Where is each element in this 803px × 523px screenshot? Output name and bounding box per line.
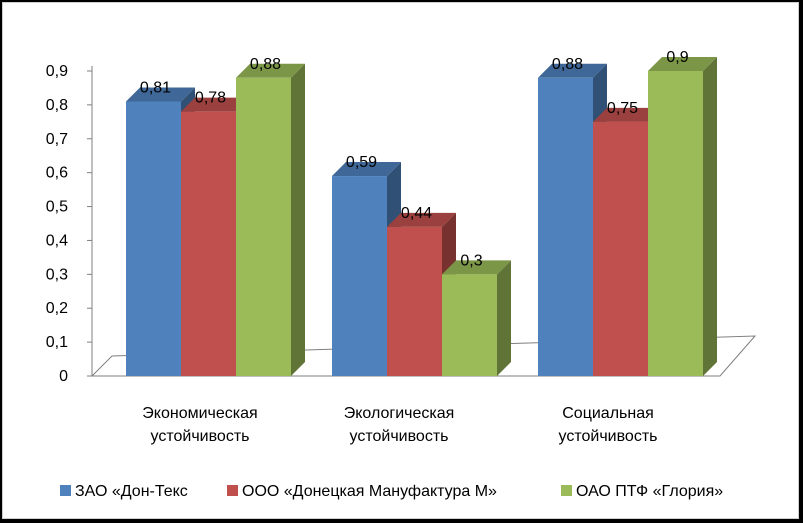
y-tick-label: 0 [59, 368, 68, 385]
bar-side [703, 57, 717, 376]
bar-front [126, 101, 181, 376]
data-label: 0,3 [460, 252, 482, 269]
data-label: 0,88 [552, 56, 583, 73]
bar-front [332, 176, 387, 376]
bar-front [236, 77, 291, 377]
legend-item: ОАО ПТФ «Глория» [561, 483, 723, 500]
y-tick-label: 0,9 [46, 63, 68, 80]
y-tick-label: 0,4 [46, 232, 68, 249]
y-tick-label: 0,2 [46, 300, 68, 317]
bar-top [593, 107, 662, 122]
data-label: 0,78 [195, 90, 226, 107]
bar-top [126, 87, 195, 102]
bar-front [181, 111, 236, 377]
bar-top [538, 63, 607, 78]
bar-top [442, 260, 511, 275]
category-label: Экологическая устойчивость [344, 405, 455, 445]
y-tick-label: 0,5 [46, 199, 68, 216]
legend-label: ОАО ПТФ «Глория» [576, 483, 723, 500]
chart-floor [90, 335, 757, 377]
legend-item: ООО «Донецкая Мануфактура М» [227, 483, 497, 500]
y-tick-label: 0,7 [46, 131, 68, 148]
bar-side [497, 260, 511, 376]
legend: ЗАО «Дон-Текс ООО «Донецкая Мануфактура М… [60, 483, 723, 500]
y-tick-label: 0,3 [46, 266, 68, 283]
bar-front [648, 71, 703, 376]
data-label: 0,88 [250, 56, 281, 73]
data-label: 0,9 [666, 49, 688, 66]
y-tick-label: 0,1 [46, 334, 68, 351]
floor-outline [90, 335, 757, 377]
bar-front [387, 226, 442, 376]
y-tick-label: 0,8 [46, 97, 68, 114]
legend-swatch [561, 485, 572, 496]
bars-group [126, 57, 717, 377]
bar-top [648, 57, 717, 71]
legend-label: ООО «Донецкая Мануфактура М» [242, 483, 497, 500]
bar-top [236, 63, 305, 78]
bar-side [291, 63, 305, 377]
data-labels-group: 0,81 0,59 0,88 0,78 0,44 0,75 0,88 0,3 0,9 [140, 49, 689, 269]
bar-top [181, 97, 250, 112]
bar-top [332, 162, 401, 177]
bar [236, 63, 305, 377]
data-label: 0,75 [607, 100, 638, 117]
data-label: 0,44 [401, 205, 432, 222]
legend-swatch [60, 485, 71, 496]
y-tick-label: 0,6 [46, 165, 68, 182]
bar [648, 57, 717, 376]
category-label: Экономическая устойчивость [142, 405, 257, 445]
bar-front [593, 121, 648, 376]
bar [442, 260, 511, 376]
x-axis-categories: Экономическая устойчивость Экологическая ус… [142, 405, 657, 445]
bar-top [387, 212, 456, 227]
bar [387, 212, 456, 376]
y-axis: 0 0,1 0,2 0,3 0,4 0,5 0,6 0,7 0,8 0,9 [46, 63, 93, 385]
bar-front [538, 77, 593, 377]
category-label: Социальная устойчивость [559, 405, 658, 445]
bar-front [442, 274, 497, 376]
legend-item: ЗАО «Дон-Текс [60, 483, 188, 500]
legend-label: ЗАО «Дон-Текс [75, 483, 188, 500]
data-label: 0,81 [140, 80, 171, 97]
legend-swatch [227, 485, 238, 496]
data-label: 0,59 [346, 154, 377, 171]
